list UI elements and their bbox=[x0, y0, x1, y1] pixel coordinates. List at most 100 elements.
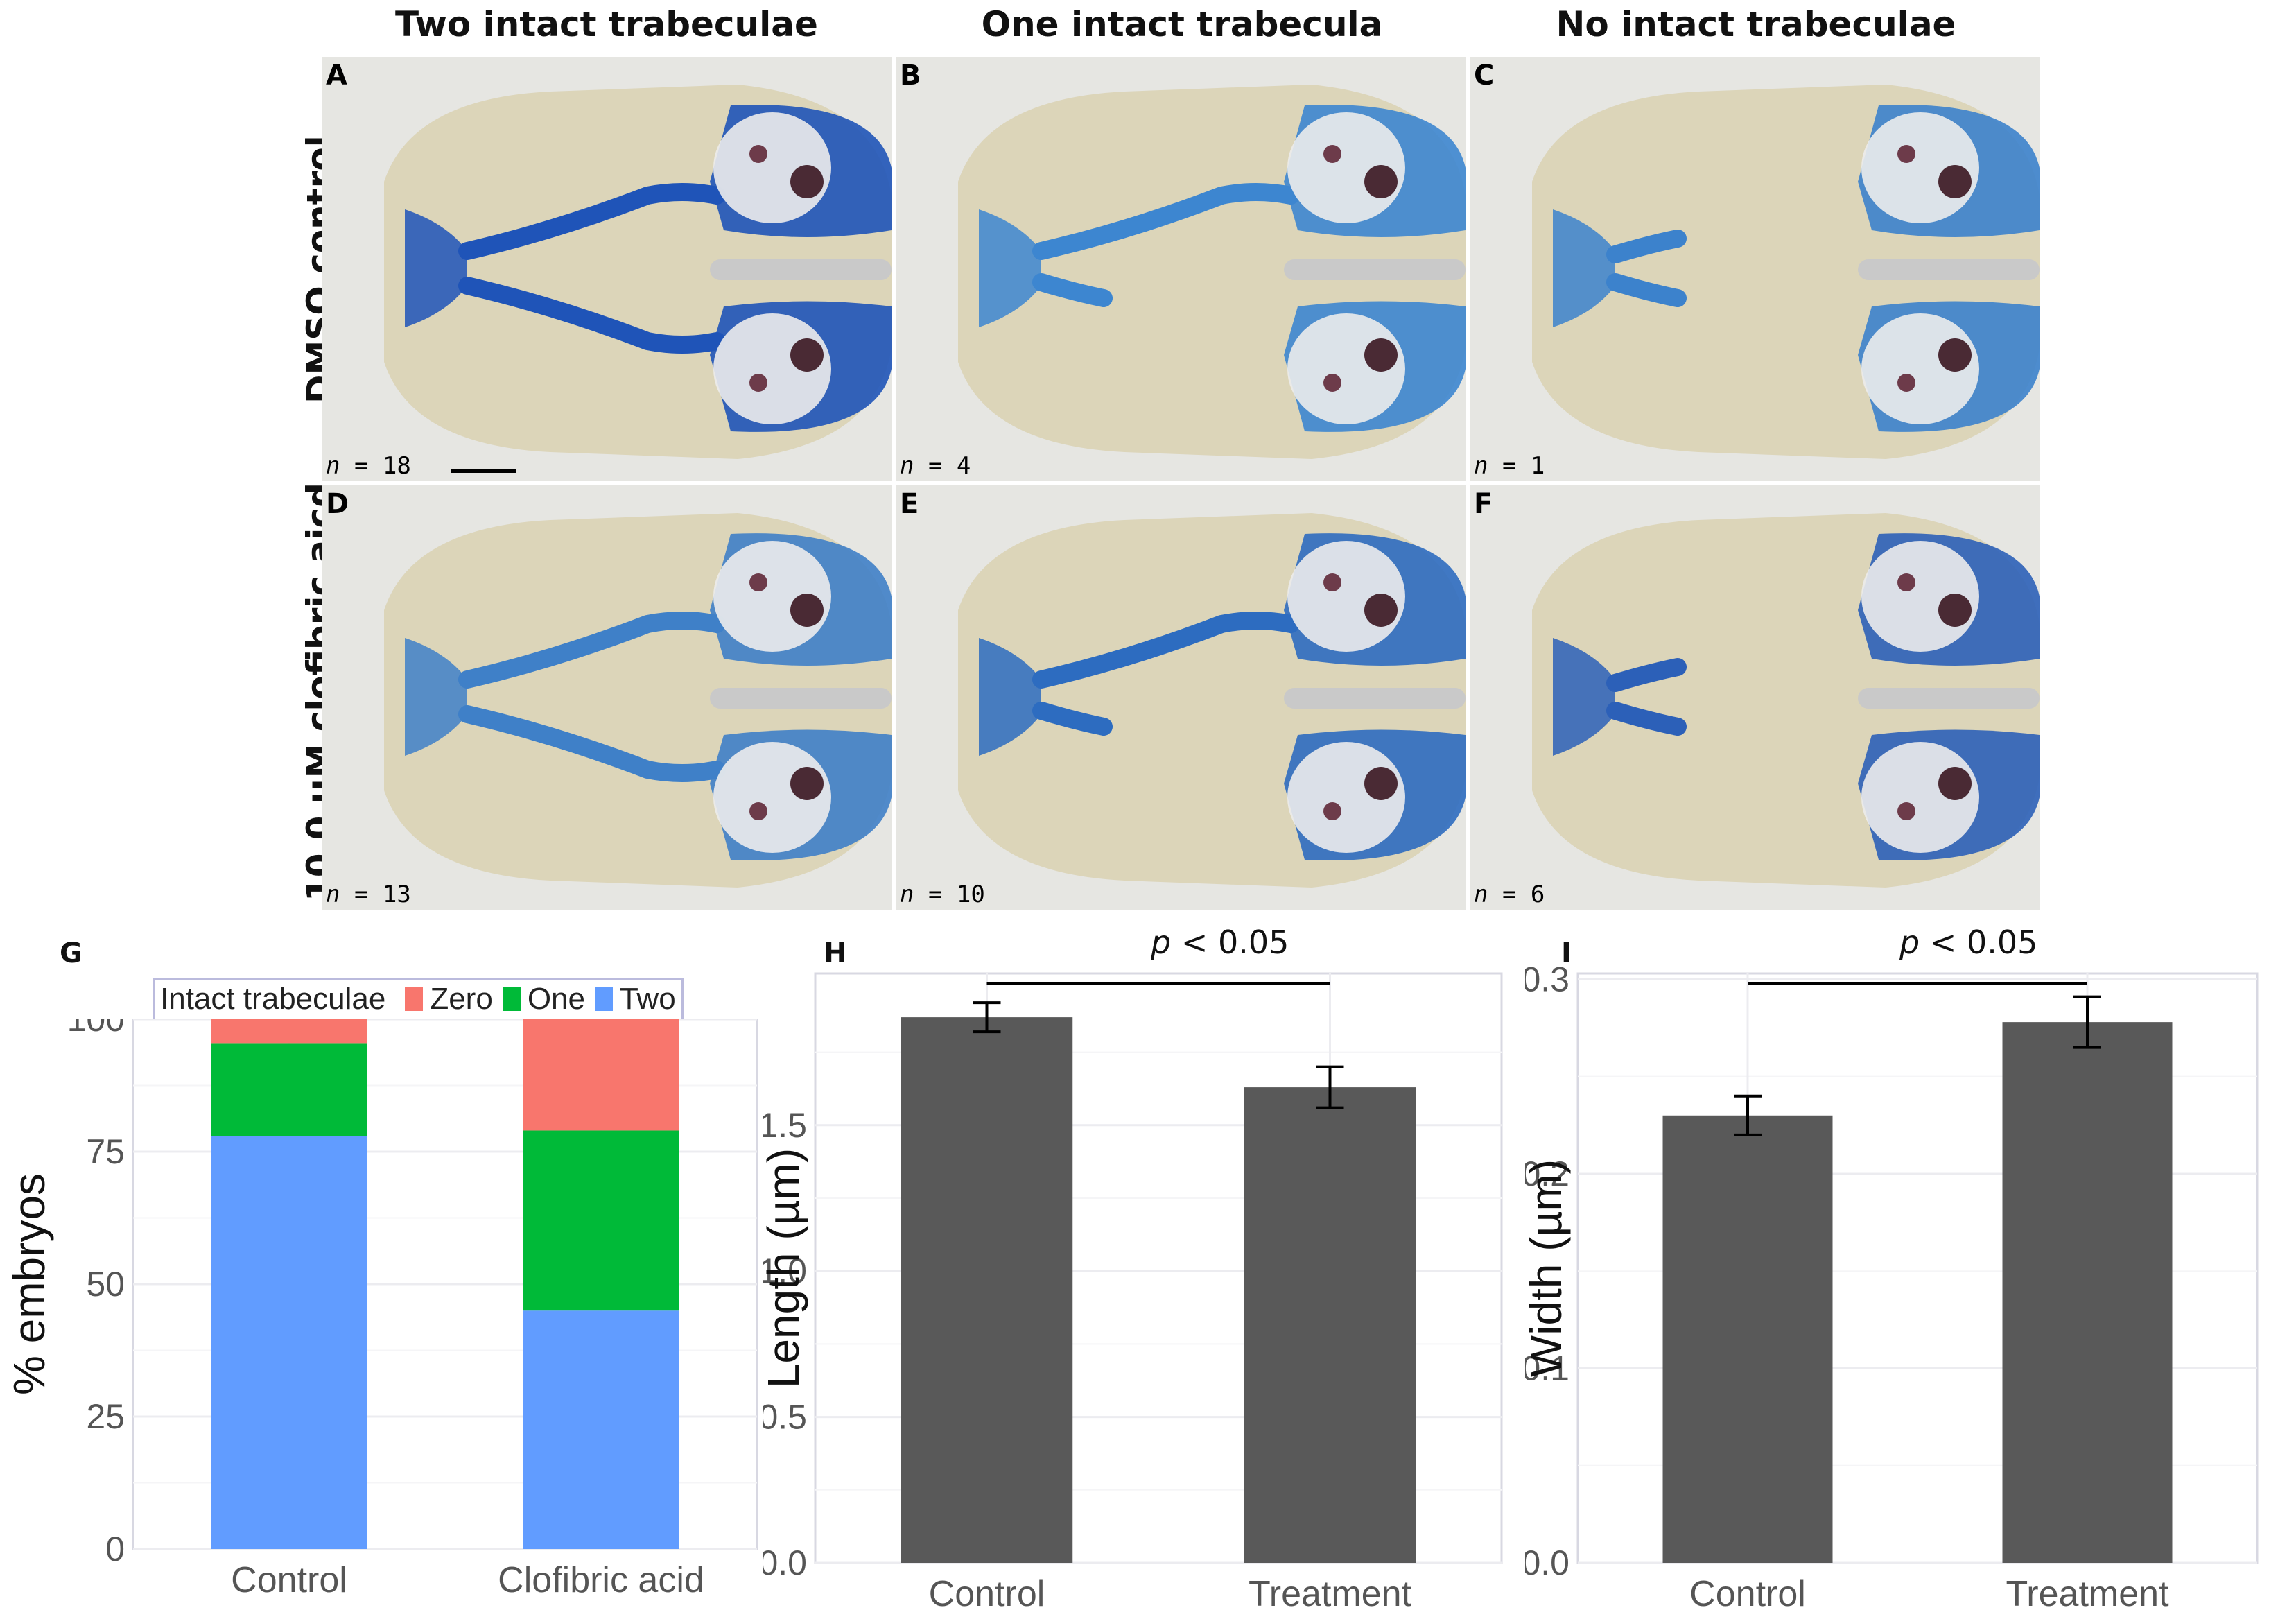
sample-size-label: n = 1 bbox=[1474, 452, 1545, 480]
chart-i-width: 0.0 0.1 0.2 0.3 Control Treatment Width (µm) bbox=[1525, 957, 2296, 1610]
trabecula-upper bbox=[1606, 658, 1687, 692]
sample-size-value: = 6 bbox=[1502, 881, 1545, 908]
legend-swatch-zero bbox=[405, 987, 424, 1011]
panel-label-i: I bbox=[1561, 937, 1572, 969]
micrograph-image bbox=[1470, 57, 2040, 481]
otolith-lower-large bbox=[1938, 338, 1972, 372]
sample-size-symbol: n bbox=[1474, 881, 1488, 908]
column-title-one-intact: One intact trabecula bbox=[981, 4, 1383, 44]
otolith-upper-large bbox=[1364, 165, 1398, 198]
panel-label-d: D bbox=[326, 488, 349, 520]
y-tick-label: 1.5 bbox=[763, 1106, 807, 1145]
legend-label-two: Two bbox=[619, 982, 676, 1016]
panel-label-f: F bbox=[1474, 488, 1493, 520]
trabecula-upper bbox=[458, 183, 726, 260]
otolith-lower-large bbox=[790, 338, 824, 372]
p-value-i: p < 0.05 bbox=[1899, 924, 2037, 961]
sample-size-value: = 10 bbox=[928, 881, 985, 908]
sample-size-symbol: n bbox=[900, 452, 914, 480]
bar-segment-one bbox=[523, 1130, 679, 1311]
micrograph-image bbox=[896, 485, 1466, 910]
y-tick-label: 0.2 bbox=[1525, 1154, 1569, 1193]
notochord bbox=[1284, 259, 1466, 280]
bar-segment-zero bbox=[523, 1019, 679, 1131]
column-title-no-intact: No intact trabeculae bbox=[1556, 4, 1956, 44]
otolith-lower-small bbox=[1897, 802, 1915, 820]
sample-size-value: = 18 bbox=[354, 452, 411, 480]
trabecula-lower bbox=[458, 705, 726, 782]
otolith-lower-large bbox=[1938, 767, 1972, 800]
sample-size-value: = 1 bbox=[1502, 452, 1545, 480]
micrograph-image bbox=[1470, 485, 2040, 910]
legend-label-one: One bbox=[527, 982, 585, 1016]
chart-g-svg: 0 25 50 75 100 Control Clofibric acid % embryos bbox=[4, 1019, 758, 1600]
sample-size-label: n = 18 bbox=[326, 452, 411, 480]
trabecula-lower bbox=[458, 277, 726, 354]
otolith-upper-small bbox=[749, 573, 767, 591]
trabecula-lower bbox=[1606, 702, 1687, 736]
trabecula-upper bbox=[1032, 183, 1300, 260]
sample-size-label: n = 4 bbox=[900, 452, 971, 480]
p-threshold-h: < 0.05 bbox=[1171, 924, 1289, 961]
chart-g-stacked: 0 25 50 75 100 Control Clofibric acid % embryos bbox=[0, 1019, 769, 1610]
otolith-upper-large bbox=[790, 165, 824, 198]
sample-size-value: = 13 bbox=[354, 881, 411, 908]
y-tick-label: 0.1 bbox=[1525, 1349, 1569, 1387]
ethmoid-plate bbox=[979, 638, 1041, 756]
bar bbox=[1662, 1115, 1833, 1563]
notochord bbox=[1858, 688, 2040, 709]
scale-bar bbox=[451, 469, 516, 473]
sample-size-label: n = 6 bbox=[1474, 881, 1545, 908]
y-tick-label: 0.0 bbox=[763, 1543, 807, 1582]
trabecula-lower bbox=[1606, 273, 1687, 307]
y-tick-label: 0.3 bbox=[1525, 960, 1569, 998]
micrograph-image bbox=[322, 485, 892, 910]
trabecula-upper bbox=[1032, 612, 1300, 689]
x-tick-label: Control bbox=[929, 1574, 1045, 1610]
otolith-lower-large bbox=[1364, 767, 1398, 800]
p-symbol-i: p bbox=[1899, 924, 1920, 961]
otolith-lower-small bbox=[1323, 802, 1341, 820]
p-symbol-h: p bbox=[1151, 924, 1172, 961]
chart-h-length: 0.0 0.5 1.0 1.5 Control Treatment Length (µm) bbox=[763, 957, 1525, 1610]
y-tick-label: 1.0 bbox=[763, 1252, 807, 1290]
trabecula-upper bbox=[458, 612, 726, 689]
otolith-upper-small bbox=[1897, 573, 1915, 591]
sample-size-value: = 4 bbox=[928, 452, 971, 480]
ethmoid-plate bbox=[1553, 638, 1615, 756]
x-tick-label: Clofibric acid bbox=[498, 1560, 704, 1600]
legend-title: Intact trabeculae bbox=[160, 982, 386, 1016]
legend-label-zero: Zero bbox=[430, 982, 493, 1016]
otolith-lower-large bbox=[1364, 338, 1398, 372]
otolith-upper-small bbox=[1323, 573, 1341, 591]
otolith-upper-small bbox=[1897, 145, 1915, 163]
y-tick-label: 75 bbox=[86, 1132, 125, 1171]
otolith-upper-small bbox=[749, 145, 767, 163]
sample-size-symbol: n bbox=[326, 452, 340, 480]
otolith-lower-small bbox=[749, 374, 767, 392]
panel-label-h: H bbox=[824, 937, 847, 969]
otolith-lower-small bbox=[1323, 374, 1341, 392]
column-title-two-intact: Two intact trabeculae bbox=[395, 4, 818, 44]
y-tick-label: 0.5 bbox=[763, 1398, 807, 1437]
y-axis-label: Width (µm) bbox=[1525, 1159, 1571, 1377]
sample-size-label: n = 10 bbox=[900, 881, 985, 908]
sample-size-symbol: n bbox=[1474, 452, 1488, 480]
bar bbox=[901, 1017, 1073, 1563]
bar-segment-one bbox=[211, 1043, 367, 1136]
notochord bbox=[710, 259, 892, 280]
panel-label-b: B bbox=[900, 60, 921, 92]
ethmoid-plate bbox=[979, 209, 1041, 327]
trabecula-lower bbox=[1032, 702, 1113, 736]
otolith-upper-large bbox=[1364, 594, 1398, 627]
y-axis-label: Length (µm) bbox=[763, 1148, 808, 1388]
otolith-upper-small bbox=[1323, 145, 1341, 163]
y-axis-label: % embryos bbox=[4, 1173, 54, 1395]
notochord bbox=[1858, 259, 2040, 280]
notochord bbox=[710, 688, 892, 709]
